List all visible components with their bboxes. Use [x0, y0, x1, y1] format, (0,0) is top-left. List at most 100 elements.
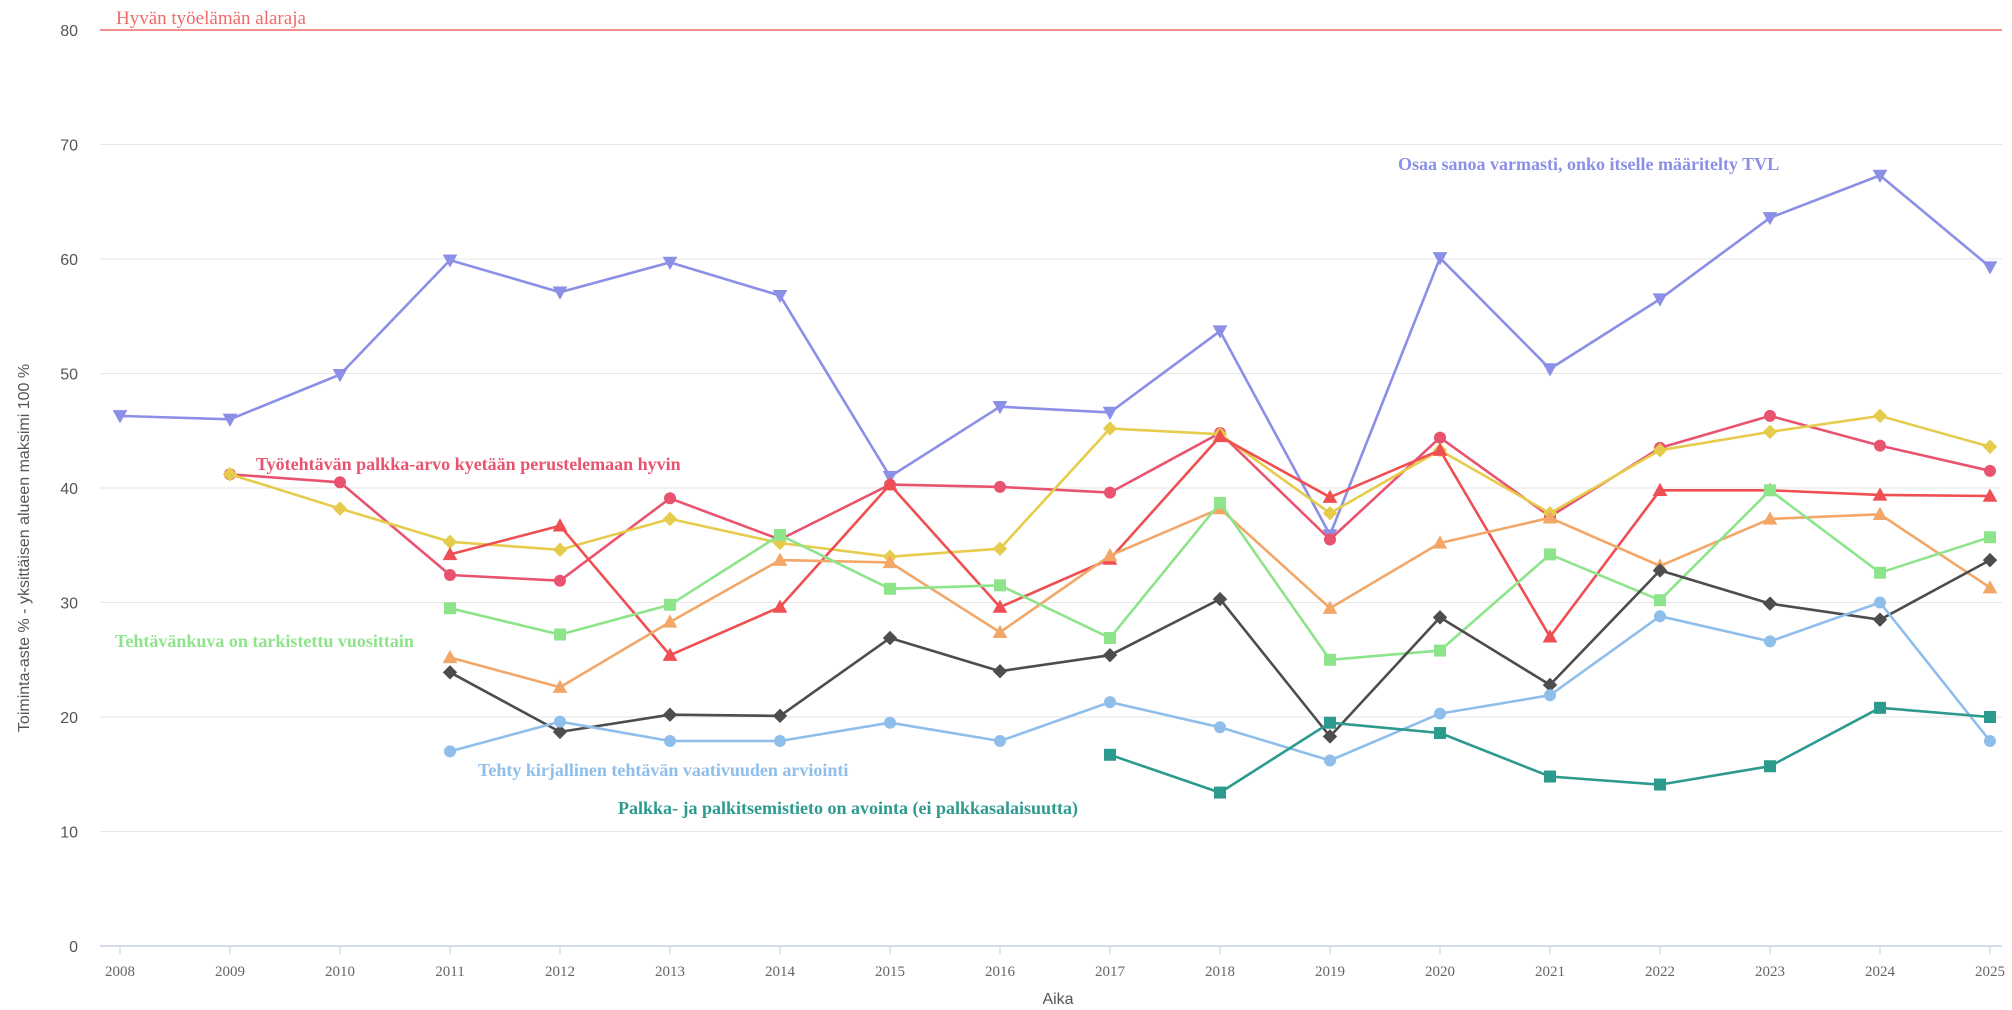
data-point	[662, 707, 678, 722]
x-tick-labels: 2008 2009 2010 2011 2012 2013 2014 2015 2016 2017…	[105, 946, 2005, 980]
data-point	[1872, 612, 1888, 627]
data-point	[664, 598, 676, 611]
data-point	[1432, 252, 1448, 266]
data-point	[664, 735, 676, 748]
x-tick-label: 2008	[105, 964, 135, 980]
data-point	[1544, 689, 1556, 702]
data-point	[1542, 510, 1558, 524]
y-tick-label: 70	[60, 138, 78, 155]
data-point	[1982, 439, 1998, 454]
data-point	[1982, 488, 1998, 502]
data-point	[1324, 716, 1336, 729]
series-3	[222, 408, 1998, 564]
data-point	[332, 368, 348, 383]
series-4	[442, 428, 1998, 661]
data-point	[994, 579, 1006, 592]
data-point	[1434, 431, 1446, 444]
data-point	[1432, 610, 1448, 625]
data-point	[334, 476, 346, 489]
data-point	[1762, 424, 1778, 440]
data-point	[992, 663, 1008, 679]
data-point	[1324, 653, 1336, 666]
reference-line-label: Hyvän työelämän alaraja	[116, 8, 306, 29]
data-point	[1322, 489, 1338, 503]
data-point	[994, 735, 1006, 748]
data-point	[884, 716, 896, 729]
data-point	[1434, 727, 1446, 740]
series-label: Osaa sanoa varmasti, onko itselle määrit…	[1398, 154, 1779, 174]
series-8	[444, 596, 1996, 767]
data-point	[994, 480, 1006, 493]
data-point	[442, 254, 458, 268]
data-point	[1762, 511, 1778, 525]
data-point	[662, 614, 678, 628]
data-point	[1872, 487, 1888, 501]
data-point	[1652, 482, 1668, 496]
data-point	[444, 602, 456, 615]
data-point	[992, 541, 1008, 556]
data-point	[1432, 535, 1448, 549]
data-point	[1214, 721, 1226, 734]
data-point	[1322, 505, 1338, 521]
series-line	[449, 489, 1991, 662]
x-tick-label: 2019	[1315, 964, 1345, 980]
data-point	[1764, 409, 1776, 422]
data-point	[1764, 635, 1776, 648]
data-point	[442, 665, 458, 680]
data-point	[662, 647, 678, 661]
series-annotations: Osaa sanoa varmasti, onko itselle määrit…	[115, 154, 1779, 819]
data-point	[1102, 647, 1118, 663]
data-point	[662, 256, 678, 270]
grid-lines	[100, 144, 2002, 832]
data-point	[554, 574, 566, 587]
data-point	[1874, 596, 1886, 609]
data-point	[1102, 421, 1118, 436]
x-tick-label: 2010	[325, 964, 355, 980]
y-axis-title: Toiminta-aste % - yksittäisen alueen mak…	[16, 364, 33, 732]
data-point	[1212, 325, 1228, 339]
data-point	[1214, 496, 1226, 509]
data-point	[554, 628, 566, 641]
data-point	[552, 724, 568, 740]
data-point	[1434, 707, 1446, 720]
series-layer	[112, 169, 1998, 799]
data-point	[1984, 464, 1996, 477]
data-point	[222, 467, 238, 482]
data-point	[444, 745, 456, 758]
data-point	[1874, 701, 1886, 714]
x-tick-label: 2014	[765, 964, 796, 980]
x-tick-label: 2023	[1755, 964, 1785, 980]
data-point	[882, 477, 898, 491]
data-point	[1322, 600, 1338, 614]
data-point	[1104, 486, 1116, 499]
x-tick-label: 2013	[655, 964, 685, 980]
data-point	[444, 569, 456, 582]
data-point	[1324, 533, 1336, 546]
y-tick-label: 30	[60, 596, 78, 613]
data-point	[882, 630, 898, 646]
series-label: Työtehtävän palkka-arvo kyetään perustel…	[256, 454, 681, 474]
data-point	[552, 286, 568, 300]
data-point	[1432, 442, 1448, 456]
series-9	[1104, 701, 1996, 799]
data-point	[552, 518, 568, 532]
data-point	[1764, 484, 1776, 497]
y-tick-label: 10	[60, 825, 78, 842]
data-point	[1654, 778, 1666, 791]
data-point	[1762, 212, 1778, 226]
series-label: Palkka- ja palkitsemistieto on avointa (…	[618, 798, 1078, 819]
x-tick-label: 2024	[1865, 964, 1896, 980]
x-tick-label: 2015	[875, 964, 905, 980]
y-tick-label: 50	[60, 367, 78, 384]
y-tick-label: 20	[60, 710, 78, 727]
data-point	[1324, 754, 1336, 767]
y-tick-labels: 0 10 20 30 40 50 60 70 80	[60, 23, 78, 956]
data-point	[1102, 548, 1118, 562]
data-point	[1654, 610, 1666, 623]
data-point	[1652, 293, 1668, 307]
x-tick-label: 2016	[985, 964, 1016, 980]
x-tick-label: 2025	[1975, 964, 2005, 980]
data-point	[332, 501, 348, 516]
data-point	[1212, 591, 1228, 607]
